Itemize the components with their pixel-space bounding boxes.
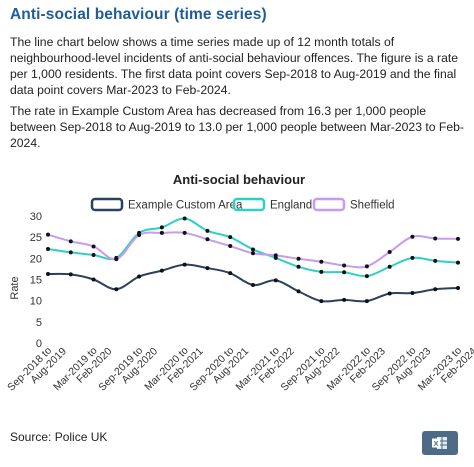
data-point[interactable] — [273, 278, 278, 283]
data-point[interactable] — [364, 264, 369, 269]
data-point[interactable] — [251, 283, 255, 287]
data-point[interactable] — [456, 285, 460, 290]
legend-item[interactable]: Sheffield — [312, 197, 395, 212]
data-point[interactable] — [251, 251, 255, 256]
data-point[interactable] — [433, 258, 438, 263]
data-point[interactable] — [228, 244, 233, 249]
data-point[interactable] — [387, 264, 392, 269]
data-point[interactable] — [91, 252, 96, 257]
y-tick-label: 30 — [30, 211, 42, 223]
data-point[interactable] — [433, 236, 438, 241]
data-point[interactable] — [159, 225, 164, 230]
chart-title: Anti-social behaviour — [173, 172, 305, 187]
export-excel-button[interactable]: X — [422, 431, 458, 455]
data-point[interactable] — [91, 244, 96, 249]
y-tick-label: 20 — [30, 253, 42, 265]
data-point[interactable] — [433, 287, 438, 292]
data-point[interactable] — [182, 262, 187, 267]
source-note: Source: Police UK — [10, 430, 108, 444]
legend-item[interactable]: England — [232, 197, 312, 212]
data-point[interactable] — [205, 228, 210, 233]
chart-legend: Example Custom Area England Sheffield — [90, 197, 395, 212]
data-point[interactable] — [296, 289, 301, 294]
data-point[interactable] — [46, 272, 50, 276]
data-point[interactable] — [342, 297, 347, 302]
data-point[interactable] — [68, 239, 73, 244]
line-chart: Anti-social behaviour Example Custom Are… — [0, 160, 474, 420]
data-point[interactable] — [410, 255, 415, 260]
data-point[interactable] — [273, 253, 278, 258]
data-point[interactable] — [319, 269, 324, 274]
data-point[interactable] — [114, 287, 119, 292]
legend-swatch — [232, 197, 266, 212]
data-point[interactable] — [251, 247, 255, 252]
data-point[interactable] — [228, 271, 233, 276]
data-point[interactable] — [296, 264, 301, 269]
chart-series — [46, 216, 460, 304]
data-point[interactable] — [364, 274, 369, 279]
data-point[interactable] — [68, 272, 73, 277]
excel-export-icon: X — [432, 437, 447, 449]
section-heading: Anti-social behaviour (time series) — [10, 6, 267, 23]
data-point[interactable] — [205, 266, 210, 271]
data-point[interactable] — [228, 235, 233, 240]
data-point[interactable] — [319, 259, 324, 264]
data-point[interactable] — [456, 236, 460, 241]
data-point[interactable] — [205, 237, 210, 242]
summary-paragraph: The rate in Example Custom Area has decr… — [10, 104, 464, 150]
legend-item[interactable]: Example Custom Area — [90, 197, 243, 212]
data-point[interactable] — [319, 299, 324, 304]
data-point[interactable] — [46, 232, 50, 237]
data-point[interactable] — [410, 291, 415, 296]
data-point[interactable] — [114, 257, 119, 262]
data-point[interactable] — [91, 277, 96, 282]
data-point[interactable] — [68, 250, 73, 255]
y-tick-label: 10 — [30, 296, 42, 308]
y-axis: 0 5 10 15 20 25 30 — [30, 211, 42, 350]
legend-label: England — [270, 200, 312, 212]
legend-swatch — [312, 197, 346, 212]
legend-swatch — [90, 197, 124, 212]
data-point[interactable] — [387, 291, 392, 296]
y-axis-label: Rate — [9, 276, 21, 299]
data-point[interactable] — [296, 256, 301, 261]
y-tick-label: 0 — [36, 338, 42, 350]
data-point[interactable] — [342, 263, 347, 268]
legend-label: Example Custom Area — [128, 200, 243, 212]
chart-svg: Anti-social behaviour Example Custom Are… — [5, 172, 474, 394]
data-point[interactable] — [387, 249, 392, 254]
data-point[interactable] — [342, 270, 347, 275]
data-point[interactable] — [182, 216, 187, 221]
data-point[interactable] — [364, 299, 369, 304]
data-point[interactable] — [46, 247, 50, 252]
data-point[interactable] — [159, 268, 164, 273]
legend-label: Sheffield — [350, 200, 395, 212]
data-point[interactable] — [159, 230, 164, 235]
data-point[interactable] — [182, 230, 187, 235]
y-tick-label: 15 — [30, 275, 42, 287]
y-tick-label: 5 — [36, 317, 42, 329]
svg-text:X: X — [433, 439, 438, 448]
description-paragraph: The line chart below shows a time series… — [10, 35, 459, 97]
data-point[interactable] — [456, 260, 460, 265]
y-tick-label: 25 — [30, 232, 42, 244]
data-point[interactable] — [137, 274, 142, 279]
data-point[interactable] — [137, 233, 142, 238]
data-point[interactable] — [410, 234, 415, 239]
